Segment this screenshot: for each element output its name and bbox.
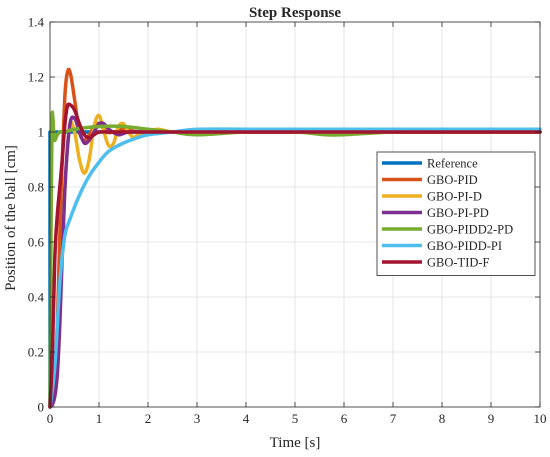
- x-tick-label: 8: [439, 411, 446, 426]
- legend-label-gbo-pidd2-pd: GBO-PIDD2-PD: [427, 223, 513, 237]
- legend: Reference GBO-PID GBO-PI-D GBO-PI-PD GBO-PID…: [376, 151, 536, 276]
- series-line-gbo-tid-f: [48, 102, 542, 409]
- x-tick-label: 5: [292, 411, 299, 426]
- series-line-gbo-pidd2-pd: [48, 110, 542, 409]
- x-tick-label: 6: [341, 411, 348, 426]
- x-tick-label: 1: [96, 411, 103, 426]
- y-tick-label: 0.6: [28, 235, 45, 250]
- y-tick-label: 0.8: [28, 180, 44, 195]
- y-axis-label: Position of the ball [cm]: [3, 145, 19, 291]
- y-tick-label: 1: [38, 125, 45, 140]
- legend-label-gbo-pi-pd: GBO-PI-PD: [427, 206, 489, 220]
- legend-label-gbo-tid-f: GBO-TID-F: [427, 256, 490, 270]
- x-axis-label: Time [s]: [270, 435, 321, 451]
- y-tick-label: 0.4: [28, 290, 45, 305]
- y-tick-label: 0: [38, 400, 45, 415]
- legend-label-reference: Reference: [427, 157, 478, 171]
- ticks: 0 1 2 3 4 5 6 7 8 9 10 0 0.2 0.4 0.6 0.8 1 1.2 1.4: [28, 15, 547, 427]
- legend-label-gbo-pid: GBO-PID: [427, 173, 478, 187]
- chart-title: Step Response: [249, 5, 341, 21]
- legend-label-gbo-pi-d: GBO-PI-D: [427, 190, 482, 204]
- series-line-gbo-pidd-pi: [48, 127, 542, 409]
- x-tick-label: 9: [488, 411, 495, 426]
- x-tick-label: 0: [47, 411, 54, 426]
- legend-label-gbo-pidd-pi: GBO-PIDD-PI: [427, 239, 502, 253]
- x-tick-label: 4: [243, 411, 250, 426]
- y-tick-label: 0.2: [28, 345, 44, 360]
- x-tick-label: 10: [534, 411, 547, 426]
- x-tick-label: 7: [390, 411, 397, 426]
- x-tick-label: 3: [194, 411, 201, 426]
- x-tick-label: 2: [145, 411, 152, 426]
- y-tick-label: 1.4: [28, 15, 45, 30]
- y-tick-label: 1.2: [28, 70, 44, 85]
